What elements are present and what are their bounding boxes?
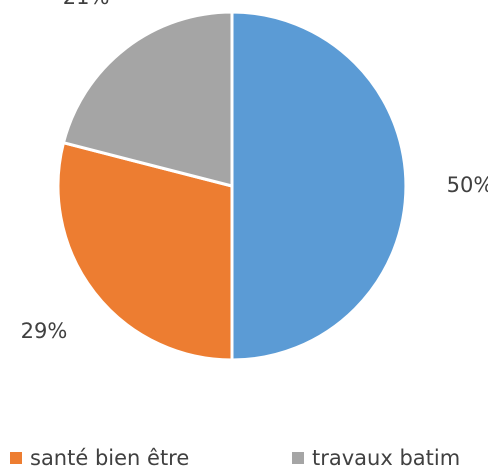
legend-swatch [292,452,304,464]
data-label: 50% [447,173,488,197]
data-label: 29% [21,319,68,343]
legend-label: travaux batim [312,446,460,470]
legend-label: santé bien être [30,446,189,470]
legend-swatch [10,452,22,464]
pie-slice [61,10,234,188]
pie-slice [230,10,408,362]
pie-slice [56,140,234,362]
data-label: 21% [63,0,110,9]
